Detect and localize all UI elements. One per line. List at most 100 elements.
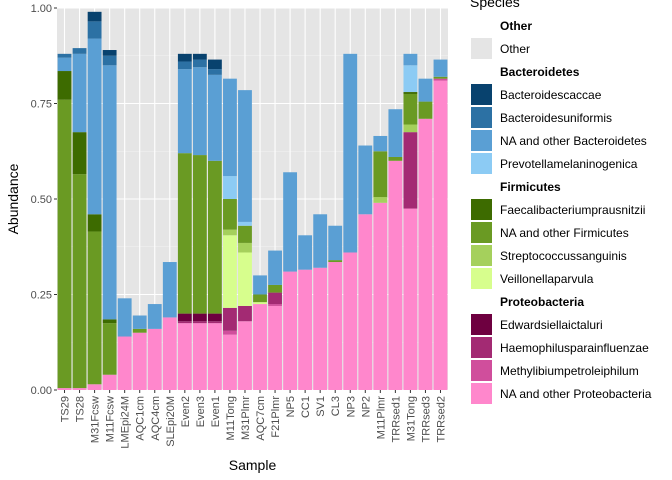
legend-title: Species <box>470 0 520 10</box>
bar-segment <box>373 197 388 203</box>
legend-label: NA and other Bacteroidetes <box>500 134 647 148</box>
bar-segment <box>403 124 418 133</box>
legend-key <box>471 383 492 404</box>
y-tick-label: 0.50 <box>31 194 52 206</box>
bar-NP5 <box>283 172 298 390</box>
legend-key <box>471 360 492 381</box>
bar-segment <box>433 78 448 81</box>
bar-segment <box>177 323 192 390</box>
x-tick-label: M11Tong <box>225 396 237 440</box>
bar-segment <box>238 90 252 222</box>
legend-key <box>471 314 492 335</box>
legend-key <box>471 107 492 128</box>
bar-segment <box>283 271 298 390</box>
legend-label: Bacteroidesuniformis <box>500 111 612 125</box>
legend-group-title: Proteobacteria <box>500 295 584 309</box>
x-tick-label: TRRsed3 <box>420 396 432 442</box>
x-tick-label: NP2 <box>360 396 372 417</box>
x-tick-label: NP5 <box>285 396 297 417</box>
bar-segment <box>328 225 343 261</box>
bar-segment <box>192 53 207 60</box>
bar-NP2 <box>358 145 373 390</box>
x-tick-label: M31Tong <box>405 396 417 441</box>
bar-segment <box>87 384 102 390</box>
bar-segment <box>192 155 207 314</box>
bar-NP3 <box>343 53 358 390</box>
bar-segment <box>102 55 117 66</box>
bar-segment <box>57 99 72 389</box>
bar-segment <box>192 321 207 324</box>
x-tick-label: TS29 <box>60 396 72 422</box>
bar-segment <box>72 48 87 54</box>
bar-SLEpi20M <box>162 262 177 390</box>
bar-segment <box>57 388 72 390</box>
bar-segment <box>147 328 162 390</box>
bar-segment <box>102 319 117 324</box>
x-tick-label: Even2 <box>180 396 192 427</box>
bar-segment <box>102 374 117 390</box>
bar-segment <box>238 225 252 243</box>
legend-key <box>471 245 492 266</box>
bar-segment <box>87 21 102 39</box>
bar-segment <box>238 242 252 253</box>
x-tick-label: LMEpi24M <box>120 396 132 449</box>
legend-label: NA and other Firmicutes <box>500 226 629 240</box>
x-axis: TS29 TS28 M31Fcsw M11Fcsw LMEpi24M AQC1cm AQC4… <box>60 390 447 449</box>
bar-segment <box>147 304 162 329</box>
legend-key <box>471 268 492 289</box>
x-tick-label: NP3 <box>345 396 357 417</box>
bar-segment <box>253 294 267 303</box>
y-axis: 0.00 0.25 0.50 0.75 1.00 <box>31 3 57 397</box>
x-tick-label: SV1 <box>315 396 327 417</box>
bar-TRRsed1 <box>388 109 403 390</box>
bar-segment <box>328 260 343 263</box>
bar-segment <box>87 11 102 22</box>
bar-segment <box>72 53 87 133</box>
legend-key <box>471 199 492 220</box>
bar-segment <box>207 321 222 324</box>
x-tick-label: TRRsed1 <box>390 396 402 442</box>
bar-segment <box>102 323 117 375</box>
bar-segment <box>268 304 282 306</box>
bar-segment <box>177 321 192 324</box>
bar-segment <box>358 214 373 390</box>
bar-segment <box>418 118 433 390</box>
bar-segment <box>313 214 328 268</box>
bar-segment <box>238 221 252 226</box>
x-tick-label: AQC7cm <box>255 396 267 441</box>
bar-segment <box>433 80 448 390</box>
bar-segment <box>268 305 282 390</box>
bar-segment <box>57 57 72 72</box>
legend-group-title: Other <box>500 19 532 33</box>
bar-TS28 <box>72 48 87 390</box>
bar-segment <box>283 172 298 272</box>
bar-Even1 <box>207 59 222 390</box>
bar-M31Plmr <box>238 90 252 390</box>
bar-segment <box>223 307 237 331</box>
bar-segment <box>177 153 192 314</box>
bar-segment <box>72 132 87 175</box>
x-tick-label: M31Fcsw <box>90 396 102 443</box>
bar-segment <box>223 199 237 230</box>
bar-segment <box>238 252 252 306</box>
bar-segment <box>223 78 237 177</box>
x-axis-label: Sample <box>229 457 277 473</box>
bar-CL3 <box>328 225 343 390</box>
y-tick-label: 0.75 <box>31 99 52 111</box>
legend-label: Bacteroidescaccae <box>500 88 602 102</box>
legend-label: NA and other Proteobacteria <box>500 387 652 401</box>
x-tick-label: F21Plmr <box>270 396 282 438</box>
bar-segment <box>268 250 282 285</box>
bar-segment <box>207 59 222 70</box>
bar-CC1 <box>298 235 313 390</box>
bar-segment <box>207 160 222 314</box>
bar-Even3 <box>192 53 207 390</box>
bar-segment <box>433 76 448 79</box>
bar-AQC7cm <box>253 275 267 390</box>
bar-segment <box>373 151 388 198</box>
bar-segment <box>177 53 192 62</box>
bar-segment <box>223 229 237 236</box>
x-tick-label: SLEpi20M <box>165 396 177 447</box>
y-tick-label: 0.00 <box>31 385 52 397</box>
